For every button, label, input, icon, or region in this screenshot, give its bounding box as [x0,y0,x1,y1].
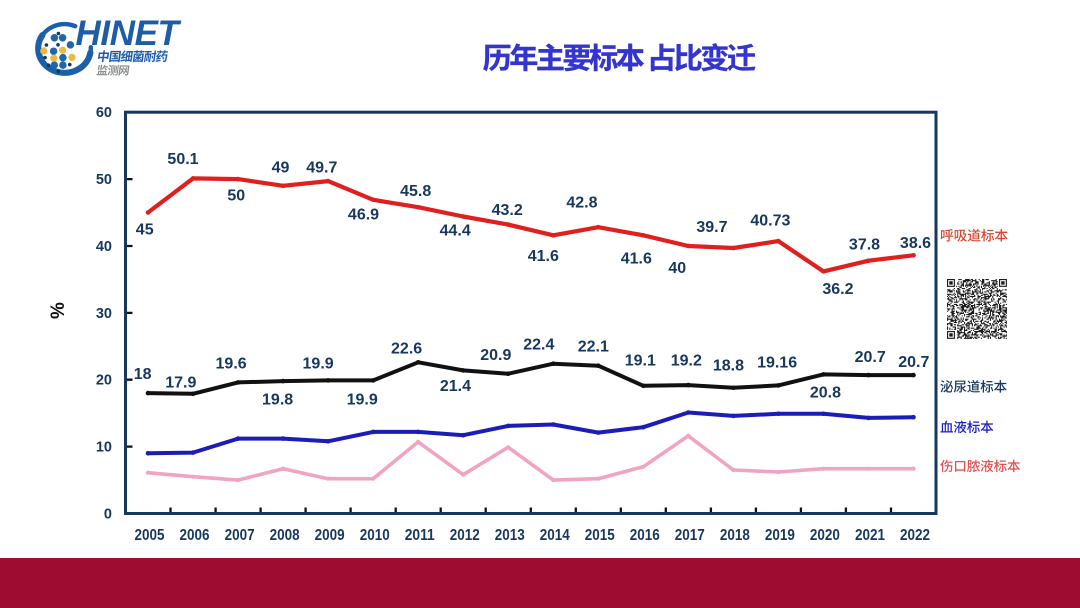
svg-text:2006: 2006 [180,527,210,544]
svg-text:18.8: 18.8 [713,357,744,374]
svg-text:2005: 2005 [135,527,165,544]
svg-text:22.4: 22.4 [523,337,554,354]
svg-text:40: 40 [668,260,686,277]
svg-text:2013: 2013 [495,527,525,544]
svg-text:45: 45 [136,221,154,238]
svg-text:2015: 2015 [585,527,615,544]
svg-text:45.8: 45.8 [400,183,431,200]
svg-text:38.6: 38.6 [900,235,931,252]
svg-text:0: 0 [104,507,112,523]
svg-text:2012: 2012 [450,527,480,544]
svg-text:19.2: 19.2 [671,353,702,370]
svg-text:22.1: 22.1 [578,339,609,356]
svg-text:2008: 2008 [270,527,300,544]
svg-text:20: 20 [96,373,112,389]
svg-text:41.6: 41.6 [528,248,559,265]
svg-text:39.7: 39.7 [696,219,727,236]
svg-text:60: 60 [96,105,112,121]
svg-text:46.9: 46.9 [348,207,379,224]
svg-text:2007: 2007 [225,527,255,544]
svg-text:50: 50 [227,187,245,204]
svg-text:49.7: 49.7 [306,160,337,177]
svg-text:50.1: 50.1 [167,151,198,168]
svg-text:2022: 2022 [900,527,930,544]
svg-text:19.8: 19.8 [262,392,293,409]
svg-text:18: 18 [134,366,152,383]
svg-text:40: 40 [96,239,112,255]
svg-text:30: 30 [96,306,112,322]
svg-text:2011: 2011 [405,527,435,544]
svg-text:2016: 2016 [630,527,660,544]
svg-text:40.73: 40.73 [750,213,790,230]
svg-text:2018: 2018 [720,527,750,544]
svg-text:17.9: 17.9 [165,374,196,391]
svg-text:2014: 2014 [540,527,570,544]
svg-text:20.7: 20.7 [855,349,886,366]
svg-text:2010: 2010 [360,527,390,544]
svg-text:37.8: 37.8 [849,237,880,254]
svg-text:10: 10 [96,440,112,456]
svg-text:2009: 2009 [315,527,345,544]
svg-text:19.9: 19.9 [303,355,334,372]
svg-text:50: 50 [96,172,112,188]
svg-text:%: % [48,302,69,319]
svg-text:19.9: 19.9 [347,391,378,408]
svg-text:49: 49 [272,160,290,177]
svg-text:2019: 2019 [765,527,795,544]
svg-text:42.8: 42.8 [566,195,597,212]
svg-text:20.8: 20.8 [810,384,841,401]
svg-text:2017: 2017 [675,527,705,544]
svg-text:41.6: 41.6 [621,250,652,267]
svg-text:19.1: 19.1 [625,352,656,369]
svg-text:2021: 2021 [855,527,885,544]
svg-text:19.16: 19.16 [757,354,797,371]
svg-text:20.9: 20.9 [480,347,511,364]
svg-text:2020: 2020 [810,527,840,544]
svg-text:36.2: 36.2 [822,281,853,298]
svg-text:20.7: 20.7 [898,354,929,371]
svg-text:HINET: HINET [76,14,182,53]
svg-text:21.4: 21.4 [440,378,471,395]
svg-text:43.2: 43.2 [492,202,523,219]
svg-text:44.4: 44.4 [440,223,471,240]
svg-text:19.6: 19.6 [216,355,247,372]
svg-text:22.6: 22.6 [391,340,422,357]
